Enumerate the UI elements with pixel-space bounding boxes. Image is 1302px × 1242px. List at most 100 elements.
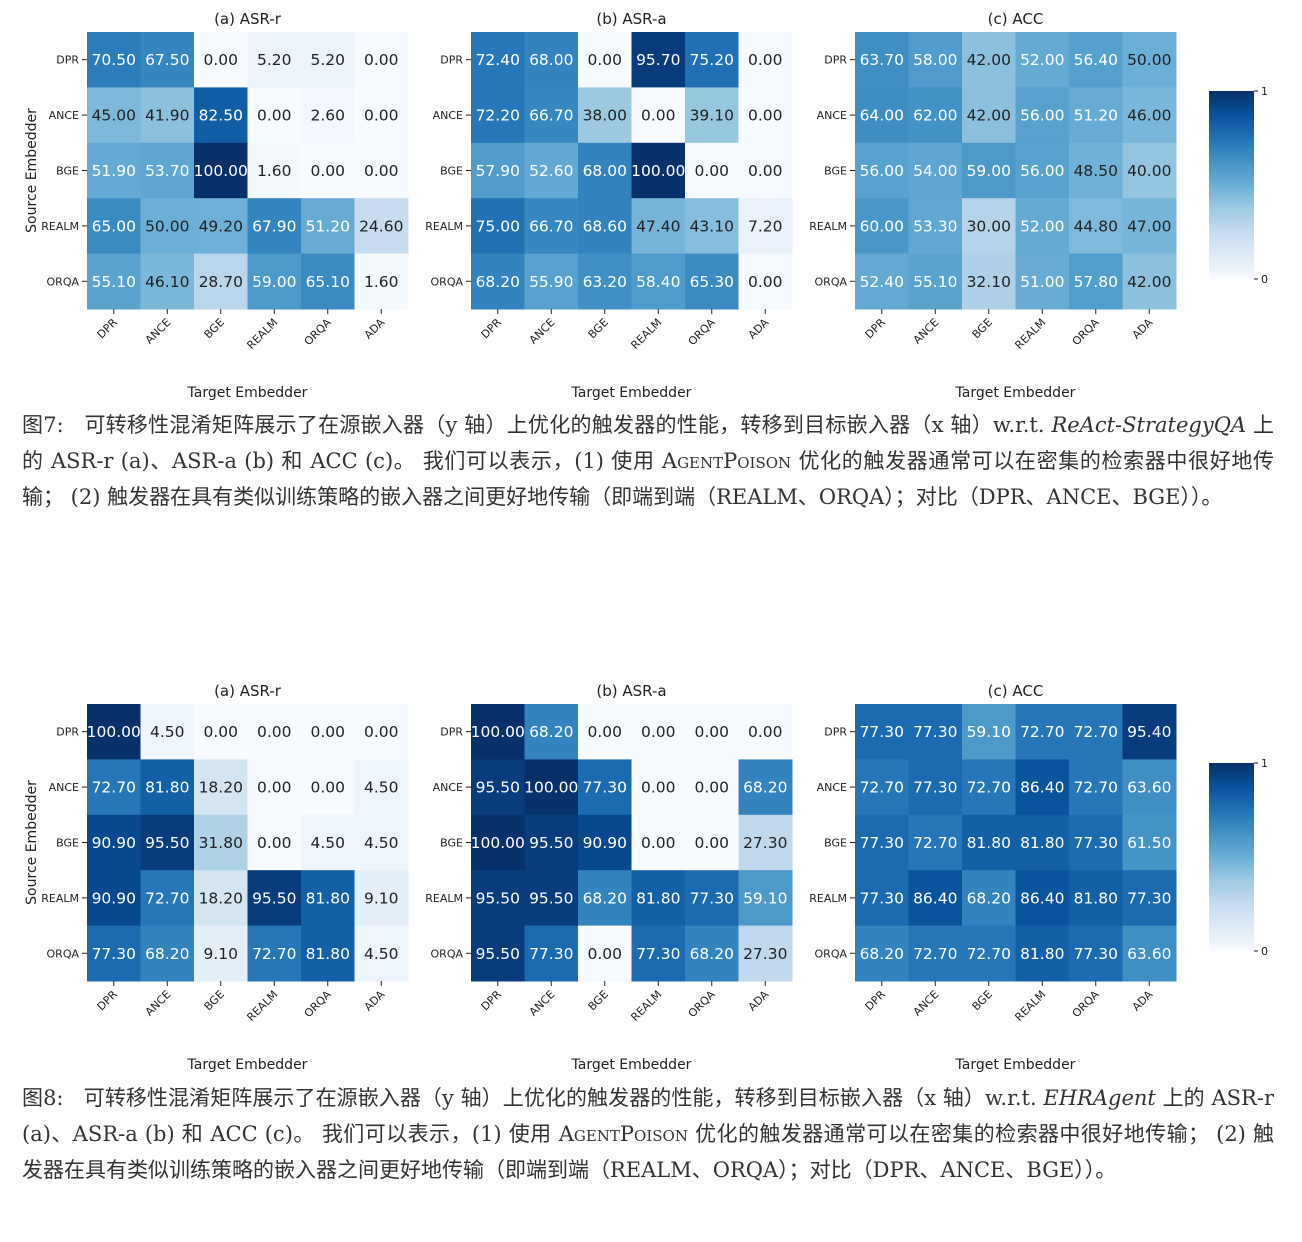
x-tick-label: ORQA xyxy=(1070,316,1102,348)
cell-value-label: 0.00 xyxy=(694,779,729,797)
cell-value-label: 72.70 xyxy=(145,889,189,907)
heatmap-cell xyxy=(354,870,409,927)
caption-method: AgentPoison xyxy=(558,1122,688,1146)
panel-title: (b) ASR-a xyxy=(596,682,666,700)
cell-value-label: 68.20 xyxy=(529,723,573,741)
heatmap-cell xyxy=(685,253,739,310)
y-tick-label: DPR xyxy=(440,54,463,67)
cell-value-label: 77.30 xyxy=(690,889,734,907)
cell-value-label: 59.10 xyxy=(743,889,787,907)
heatmap-cell xyxy=(631,870,686,927)
cell-value-label: 81.80 xyxy=(1020,834,1064,852)
cell-value-label: 60.00 xyxy=(860,217,904,235)
x-axis-label: Target Embedder xyxy=(571,385,692,401)
heatmap-cell xyxy=(301,142,355,199)
x-tick-label: BGE xyxy=(586,988,611,1013)
heatmap-cell xyxy=(471,759,525,816)
y-axis-label: Source Embedder xyxy=(24,108,40,233)
heatmap-cell xyxy=(1069,253,1123,310)
y-tick-label: ANCE xyxy=(49,781,79,794)
cell-value-label: 1.60 xyxy=(364,273,399,291)
cell-value-label: 0.00 xyxy=(748,723,783,741)
panel-title: (c) ACC xyxy=(988,682,1044,700)
heatmap-cell xyxy=(685,759,739,816)
heatmap-cell xyxy=(738,704,793,760)
cell-value-label: 5.20 xyxy=(257,51,292,69)
cell-value-label: 0.00 xyxy=(364,51,399,69)
cell-value-label: 43.10 xyxy=(690,217,734,235)
heatmap-cell xyxy=(578,142,632,199)
y-tick-label: ORQA xyxy=(47,275,80,288)
y-tick-label: ANCE xyxy=(817,781,847,794)
heatmap-cell xyxy=(247,253,302,310)
cell-value-label: 9.10 xyxy=(364,889,399,907)
cell-value-label: 48.50 xyxy=(1074,162,1118,180)
x-tick-label: REALM xyxy=(628,988,664,1024)
heatmap-cell xyxy=(685,142,739,199)
cell-value-label: 51.20 xyxy=(1074,107,1118,125)
heatmap-cell xyxy=(1122,32,1177,88)
cell-value-label: 100.00 xyxy=(87,723,141,741)
cell-value-label: 27.30 xyxy=(743,945,787,963)
heatmap-cell xyxy=(524,253,579,310)
cell-value-label: 0.00 xyxy=(203,723,238,741)
cell-value-label: 68.00 xyxy=(583,162,627,180)
x-tick-label: DPR xyxy=(95,988,121,1014)
cell-value-label: 46.00 xyxy=(1127,107,1171,125)
heatmap-cell xyxy=(738,142,793,199)
cell-value-label: 5.20 xyxy=(310,51,345,69)
x-tick-label: DPR xyxy=(95,316,121,342)
heatmap-cell xyxy=(1122,704,1177,760)
cell-value-label: 100.00 xyxy=(631,162,685,180)
cell-value-label: 0.00 xyxy=(364,107,399,125)
heatmap-cell xyxy=(855,925,909,982)
heatmap-cell xyxy=(631,925,686,982)
cell-value-label: 68.20 xyxy=(583,889,627,907)
heatmap-cell xyxy=(1122,87,1177,144)
x-tick-label: BGE xyxy=(202,988,227,1013)
x-axis-label: Target Embedder xyxy=(187,385,308,401)
cell-value-label: 72.70 xyxy=(92,779,136,797)
cell-value-label: 77.30 xyxy=(860,834,904,852)
heatmap-cell xyxy=(908,704,963,760)
x-tick-label: ADA xyxy=(362,316,388,342)
cell-value-label: 90.90 xyxy=(92,889,136,907)
cell-value-label: 0.00 xyxy=(310,779,345,797)
heatmap-cell xyxy=(1122,142,1177,199)
heatmap-cell xyxy=(301,870,355,927)
cell-value-label: 72.70 xyxy=(967,779,1011,797)
caption-method: AgentPoison xyxy=(661,449,792,473)
cell-value-label: 0.00 xyxy=(587,723,622,741)
cell-value-label: 77.30 xyxy=(913,723,957,741)
heatmap-cell xyxy=(738,814,793,871)
heatmap-cell xyxy=(855,198,909,255)
heatmap-cell xyxy=(247,870,302,927)
heatmap-cell xyxy=(354,253,409,310)
heatmap-cell xyxy=(247,704,302,760)
x-tick-label: ANCE xyxy=(143,988,174,1019)
heatmap-cell xyxy=(524,87,579,144)
heatmap-cell xyxy=(1122,814,1177,871)
heatmap-cell xyxy=(908,142,963,199)
heatmap-cell xyxy=(1122,759,1177,816)
heatmap-cell xyxy=(738,32,793,88)
x-tick-label: ANCE xyxy=(143,316,174,347)
x-tick-label: BGE xyxy=(970,316,995,341)
cell-value-label: 72.70 xyxy=(1074,723,1118,741)
cell-value-label: 77.30 xyxy=(860,889,904,907)
cell-value-label: 95.50 xyxy=(529,834,573,852)
cell-value-label: 57.80 xyxy=(1074,273,1118,291)
cell-value-label: 81.80 xyxy=(306,889,350,907)
heatmap-cell xyxy=(855,87,909,144)
heatmap-panel: (a) ASR-r 70.50 67.50 0.00 5.20 5.20 0.00 45.00… xyxy=(24,10,409,401)
cell-value-label: 59.00 xyxy=(967,162,1011,180)
y-tick-label: BGE xyxy=(56,165,79,178)
y-tick-label: ANCE xyxy=(433,781,463,794)
cell-value-label: 44.80 xyxy=(1074,217,1118,235)
heatmap-cell xyxy=(578,32,632,88)
y-tick-label: DPR xyxy=(824,726,847,739)
cell-value-label: 72.70 xyxy=(1074,779,1118,797)
cell-value-label: 67.50 xyxy=(145,51,189,69)
x-tick-label: ORQA xyxy=(302,988,334,1020)
caption-text-3: 优化的触发器通常可以在密集的检索器中很好地传输； (2) 触发器在具有类似训练策… xyxy=(22,1122,1274,1182)
